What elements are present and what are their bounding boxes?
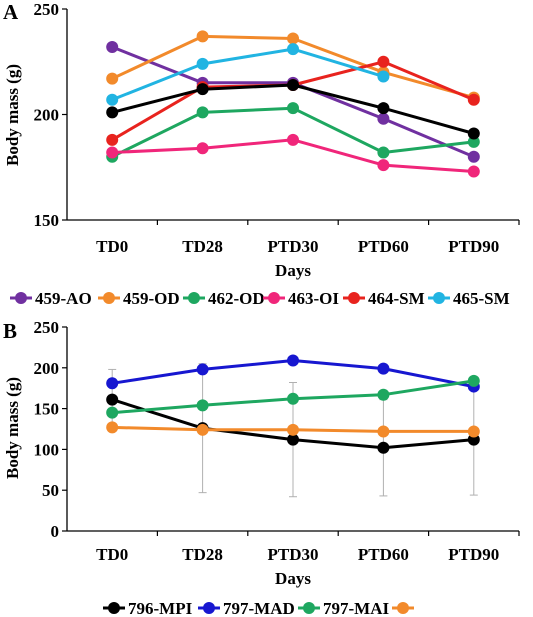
y-tick-label: 200 (34, 106, 60, 125)
legend-label: 796-MPI (128, 599, 193, 617)
series-459-ao-point (377, 112, 390, 125)
series-463-oi-point (106, 146, 119, 159)
legend-swatch-marker (303, 602, 315, 614)
legend-label: 797-MAD (223, 599, 295, 617)
series-unnamed-3-point (106, 421, 119, 434)
series-464-sm-point (377, 55, 390, 68)
series-465-sm-point (287, 43, 299, 56)
series-463-oi-point (287, 133, 299, 146)
series-796-mpi-point (106, 393, 119, 406)
legend-swatch-marker (348, 292, 360, 304)
legend-label: 464-SM (368, 289, 425, 308)
series-797-mai-point (467, 374, 480, 387)
series-unnamed-6-point (467, 127, 480, 140)
legend-label: 797-MAI (323, 599, 389, 617)
series-462-od-point (377, 146, 390, 159)
series-unnamed-3-point (377, 425, 390, 438)
x-tick-label: TD28 (182, 237, 223, 256)
legend-label: 463-OI (288, 289, 339, 308)
x-tick-label: TD28 (182, 545, 223, 564)
y-tick-label: 0 (51, 522, 60, 541)
series-462-od-point (287, 102, 299, 115)
series-465-sm-point (196, 57, 209, 70)
series-463-oi-point (196, 142, 209, 155)
legend-label: 459-AO (35, 289, 92, 308)
series-462-od-point (467, 135, 480, 148)
series-797-mad-point (287, 354, 299, 367)
legend-swatch-marker (15, 292, 27, 304)
y-tick-label: 200 (34, 359, 60, 378)
series-unnamed-6-point (106, 106, 119, 119)
series-464-sm-point (106, 133, 119, 146)
y-tick-label: 50 (42, 481, 59, 500)
series-797-mai-point (377, 388, 390, 401)
y-axis-title: Body mass (g) (3, 64, 22, 166)
series-797-mai-point (287, 392, 299, 405)
x-tick-label: PTD90 (448, 545, 499, 564)
legend-swatch-marker (203, 602, 215, 614)
series-796-mpi-point (377, 441, 390, 454)
x-tick-label: TD0 (96, 237, 128, 256)
series-464-sm-point (467, 93, 480, 106)
y-tick-label: 250 (34, 318, 60, 337)
series-unnamed-6-point (377, 102, 390, 115)
x-axis-title: Days (275, 261, 311, 280)
series-465-sm-point (106, 93, 119, 106)
legend-label: 465-SM (453, 289, 510, 308)
legend-label: 462-OD (208, 289, 265, 308)
series-459-ao-point (106, 40, 119, 53)
series-797-mai-point (196, 399, 209, 412)
y-tick-label: 100 (34, 440, 60, 459)
series-unnamed-3-point (287, 423, 299, 436)
panel-label: A (3, 0, 19, 24)
y-tick-label: 150 (34, 211, 60, 230)
panel-a: A 150 200 250 TD0 TD28 PTD30 PTD60 PTD90 Days Body… (3, 0, 520, 308)
legend-swatch-marker (268, 292, 280, 304)
series-459-od-point (106, 72, 119, 85)
panel-b: B 0 50 100 150 200 250 TD0 TD28 PTD30 PTD60 PTD90 Da… (3, 318, 520, 617)
series-unnamed-3-point (467, 425, 480, 438)
legend-swatch-marker (433, 292, 445, 304)
legend-swatch-marker (108, 602, 120, 614)
legend-swatch-marker (397, 602, 409, 614)
x-tick-label: PTD30 (268, 237, 319, 256)
series-459-od-point (287, 32, 299, 45)
panel-label: B (3, 319, 17, 343)
x-tick-label: PTD60 (358, 545, 409, 564)
series-463-oi-point (377, 159, 390, 172)
series-796-mpi-point (287, 433, 299, 446)
series-463-oi-point (467, 165, 480, 178)
series-459-ao-point (467, 150, 480, 163)
x-tick-label: PTD90 (448, 237, 499, 256)
series-unnamed-3-point (196, 423, 209, 436)
legend-swatch-marker (103, 292, 115, 304)
legend-label: 459-OD (123, 289, 180, 308)
x-axis-title: Days (275, 569, 311, 588)
series-unnamed-6-point (196, 83, 209, 96)
x-tick-label: PTD30 (268, 545, 319, 564)
series-unnamed-6-point (287, 78, 299, 91)
series-462-od-point (196, 106, 209, 119)
series-459-od-point (196, 30, 209, 43)
series-797-mad-point (106, 377, 119, 390)
series-797-mad-point (377, 362, 390, 375)
series-465-sm-line (111, 47, 384, 102)
y-tick-label: 150 (34, 400, 60, 419)
series-797-mad-point (196, 363, 209, 376)
x-tick-label: PTD60 (358, 237, 409, 256)
y-tick-label: 250 (34, 0, 60, 19)
series-464-sm-line (111, 60, 475, 142)
series-797-mai-point (106, 406, 119, 419)
legend-swatch-marker (188, 292, 200, 304)
x-tick-label: TD0 (96, 545, 128, 564)
y-axis-title: Body mass (g) (3, 377, 22, 479)
series-465-sm-point (377, 70, 390, 83)
